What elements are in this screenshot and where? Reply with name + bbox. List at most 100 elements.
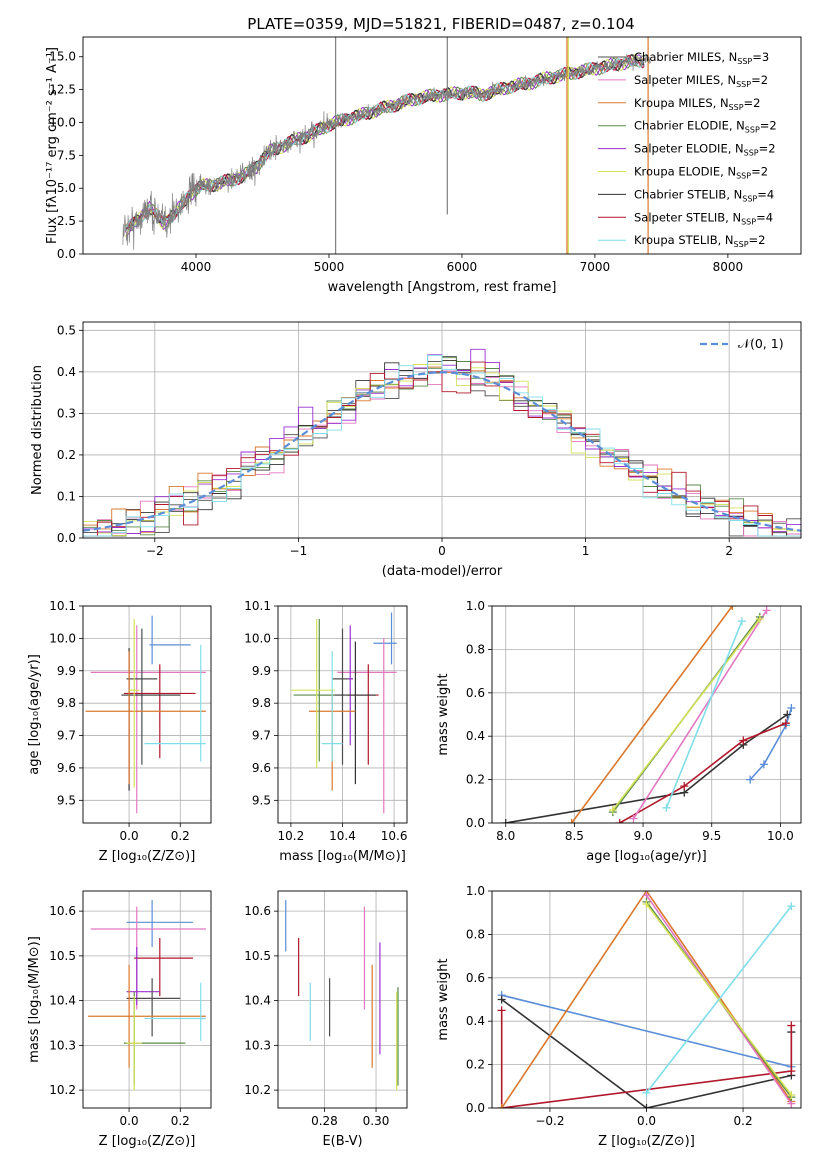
y-tick-label: 0.8 xyxy=(466,642,485,656)
y-tick-label: 9.5 xyxy=(57,793,76,807)
mass-weight-marker xyxy=(642,900,651,909)
y-tick-label: 0.3 xyxy=(57,406,76,420)
mass_vs_Z-marks xyxy=(88,899,206,1091)
x-tick-label: 10.6 xyxy=(381,829,408,843)
weight_vs_age-marks xyxy=(501,606,796,823)
y-axis-label: age [log₁₀(age/yr)] xyxy=(27,654,42,775)
mass-weight-line xyxy=(665,620,743,809)
x-tick-label: 10.2 xyxy=(278,829,305,843)
weight_vs_Z-frame xyxy=(491,890,802,1109)
histogram-step-line xyxy=(83,354,801,537)
mass_vs_Z-plot xyxy=(88,899,206,1091)
legend-subscript: SSP xyxy=(744,149,759,158)
mass-weight-marker xyxy=(787,902,796,911)
mass-weight-marker xyxy=(497,1006,506,1015)
y-tick-label: 0.4 xyxy=(57,365,76,379)
legend-subscript: SSP xyxy=(729,103,744,112)
x-tick-label: 10.4 xyxy=(329,829,356,843)
legend-subscript: SSP xyxy=(745,126,760,135)
legend-entry: Salpeter STELIB, NSSP=4 xyxy=(634,210,773,226)
mass-weight-marker xyxy=(787,1090,796,1099)
y-tick-label: 9.8 xyxy=(57,696,76,710)
normal-reference-curve xyxy=(83,371,801,532)
mass_vs_Z-frame xyxy=(82,890,212,1109)
y-tick-label: 2.5 xyxy=(57,214,76,228)
x-tick-label: 5000 xyxy=(314,260,345,274)
mass-weight-marker xyxy=(567,819,576,823)
legend-entry: Kroupa ELODIE, NSSP=2 xyxy=(634,165,768,181)
mass-weight-marker xyxy=(728,606,737,610)
panels-group: 4000 5000 6000 7000 80000.02.55.07.510.012.5… xyxy=(27,36,802,1149)
mass-weight-marker xyxy=(608,805,617,814)
residuals-marks xyxy=(83,348,801,537)
y-tick-label: 10.5 xyxy=(49,949,76,963)
x-tick-label: 8.0 xyxy=(496,829,515,843)
mass-weight-marker xyxy=(787,1067,796,1076)
legend-count: =4 xyxy=(757,187,774,201)
y-tick-label: 9.7 xyxy=(57,729,76,743)
y-tick-label: 1.0 xyxy=(466,884,485,898)
mass-weight-marker xyxy=(739,736,748,745)
y-tick-label: 10.2 xyxy=(49,1083,76,1097)
mass-weight-marker xyxy=(497,995,506,1004)
age_vs_Z-marks xyxy=(85,615,206,814)
mass_vs_EBV-frame xyxy=(277,890,408,1109)
mass-weight-line xyxy=(645,905,792,1094)
y-tick-label: 10.0 xyxy=(244,631,271,645)
y-tick-label: 9.6 xyxy=(252,761,271,775)
x-axis-label: Z [log₁₀(Z/Z⊙)] xyxy=(598,1134,695,1149)
y-tick-label: 9.8 xyxy=(252,696,271,710)
x-axis-label: E(B-V) xyxy=(322,1134,362,1149)
residuals-frame xyxy=(82,321,802,539)
x-tick-label: 2 xyxy=(725,544,733,558)
mass_vs_EBV-marks xyxy=(285,899,399,1091)
legend-count: =2 xyxy=(760,119,777,133)
mass-weight-marker xyxy=(746,775,755,784)
y-tick-label: 5.0 xyxy=(57,181,76,195)
y-tick-label: 10.3 xyxy=(49,1038,76,1052)
legend-count: =2 xyxy=(759,142,776,156)
y-tick-label: 0.4 xyxy=(466,1014,485,1028)
y-tick-label: 10.2 xyxy=(244,1083,271,1097)
legend-entry: Chabrier ELODIE, NSSP=2 xyxy=(634,119,777,135)
legend-entry: Chabrier STELIB, NSSP=4 xyxy=(634,187,774,203)
x-axis-label: wavelength [Angstrom, rest frame] xyxy=(328,280,557,295)
age_vs_mass-plot xyxy=(290,612,397,814)
y-tick-label: 10.6 xyxy=(244,904,271,918)
weight_vs_Z-plot xyxy=(497,891,796,1108)
x-tick-label: −2 xyxy=(146,544,164,558)
x-axis-label: Z [log₁₀(Z/Z⊙)] xyxy=(99,1134,196,1149)
mass-weight-line xyxy=(619,722,787,823)
legend-subscript: SSP xyxy=(737,57,752,66)
x-tick-label: 0.0 xyxy=(120,1114,139,1128)
legend-count: =3 xyxy=(752,50,769,64)
y-tick-label: 10.1 xyxy=(49,599,76,613)
mass-weight-line xyxy=(632,609,768,820)
observed-spectrum-line xyxy=(122,53,651,251)
mass-weight-marker xyxy=(680,782,689,791)
mass-weight-marker xyxy=(787,703,796,712)
legend-subscript: SSP xyxy=(736,172,751,181)
y-axis-label: Flux [fλ10⁻¹⁷ erg cm⁻² s⁻¹ A⁻¹] xyxy=(45,47,60,244)
x-tick-label: 0.0 xyxy=(637,1114,656,1128)
mass-weight-line xyxy=(749,707,793,781)
spectrum-frame xyxy=(82,36,802,255)
mass-weight-line xyxy=(612,618,761,811)
y-axis-label: mass weight xyxy=(436,673,451,755)
spectrum-plot xyxy=(122,37,651,254)
legend-count: =4 xyxy=(756,210,773,224)
mass-weight-line xyxy=(505,713,788,823)
mass-weight-line xyxy=(571,606,733,823)
y-axis-label: mass [log₁₀(M/M⊙)] xyxy=(27,936,42,1063)
x-tick-label: 0 xyxy=(438,544,446,558)
mass-weight-marker xyxy=(615,819,624,823)
weight_vs_age-frame xyxy=(491,605,802,824)
y-axis-label: Normed distribution xyxy=(30,365,45,495)
legend-subscript: SSP xyxy=(741,217,756,226)
x-tick-label: 8000 xyxy=(713,260,744,274)
x-tick-label: 0.2 xyxy=(171,1114,190,1128)
legend-subscript: SSP xyxy=(734,240,749,249)
x-tick-label: −0.2 xyxy=(535,1114,564,1128)
x-tick-label: 0.0 xyxy=(120,829,139,843)
y-tick-label: 0.0 xyxy=(466,816,485,830)
